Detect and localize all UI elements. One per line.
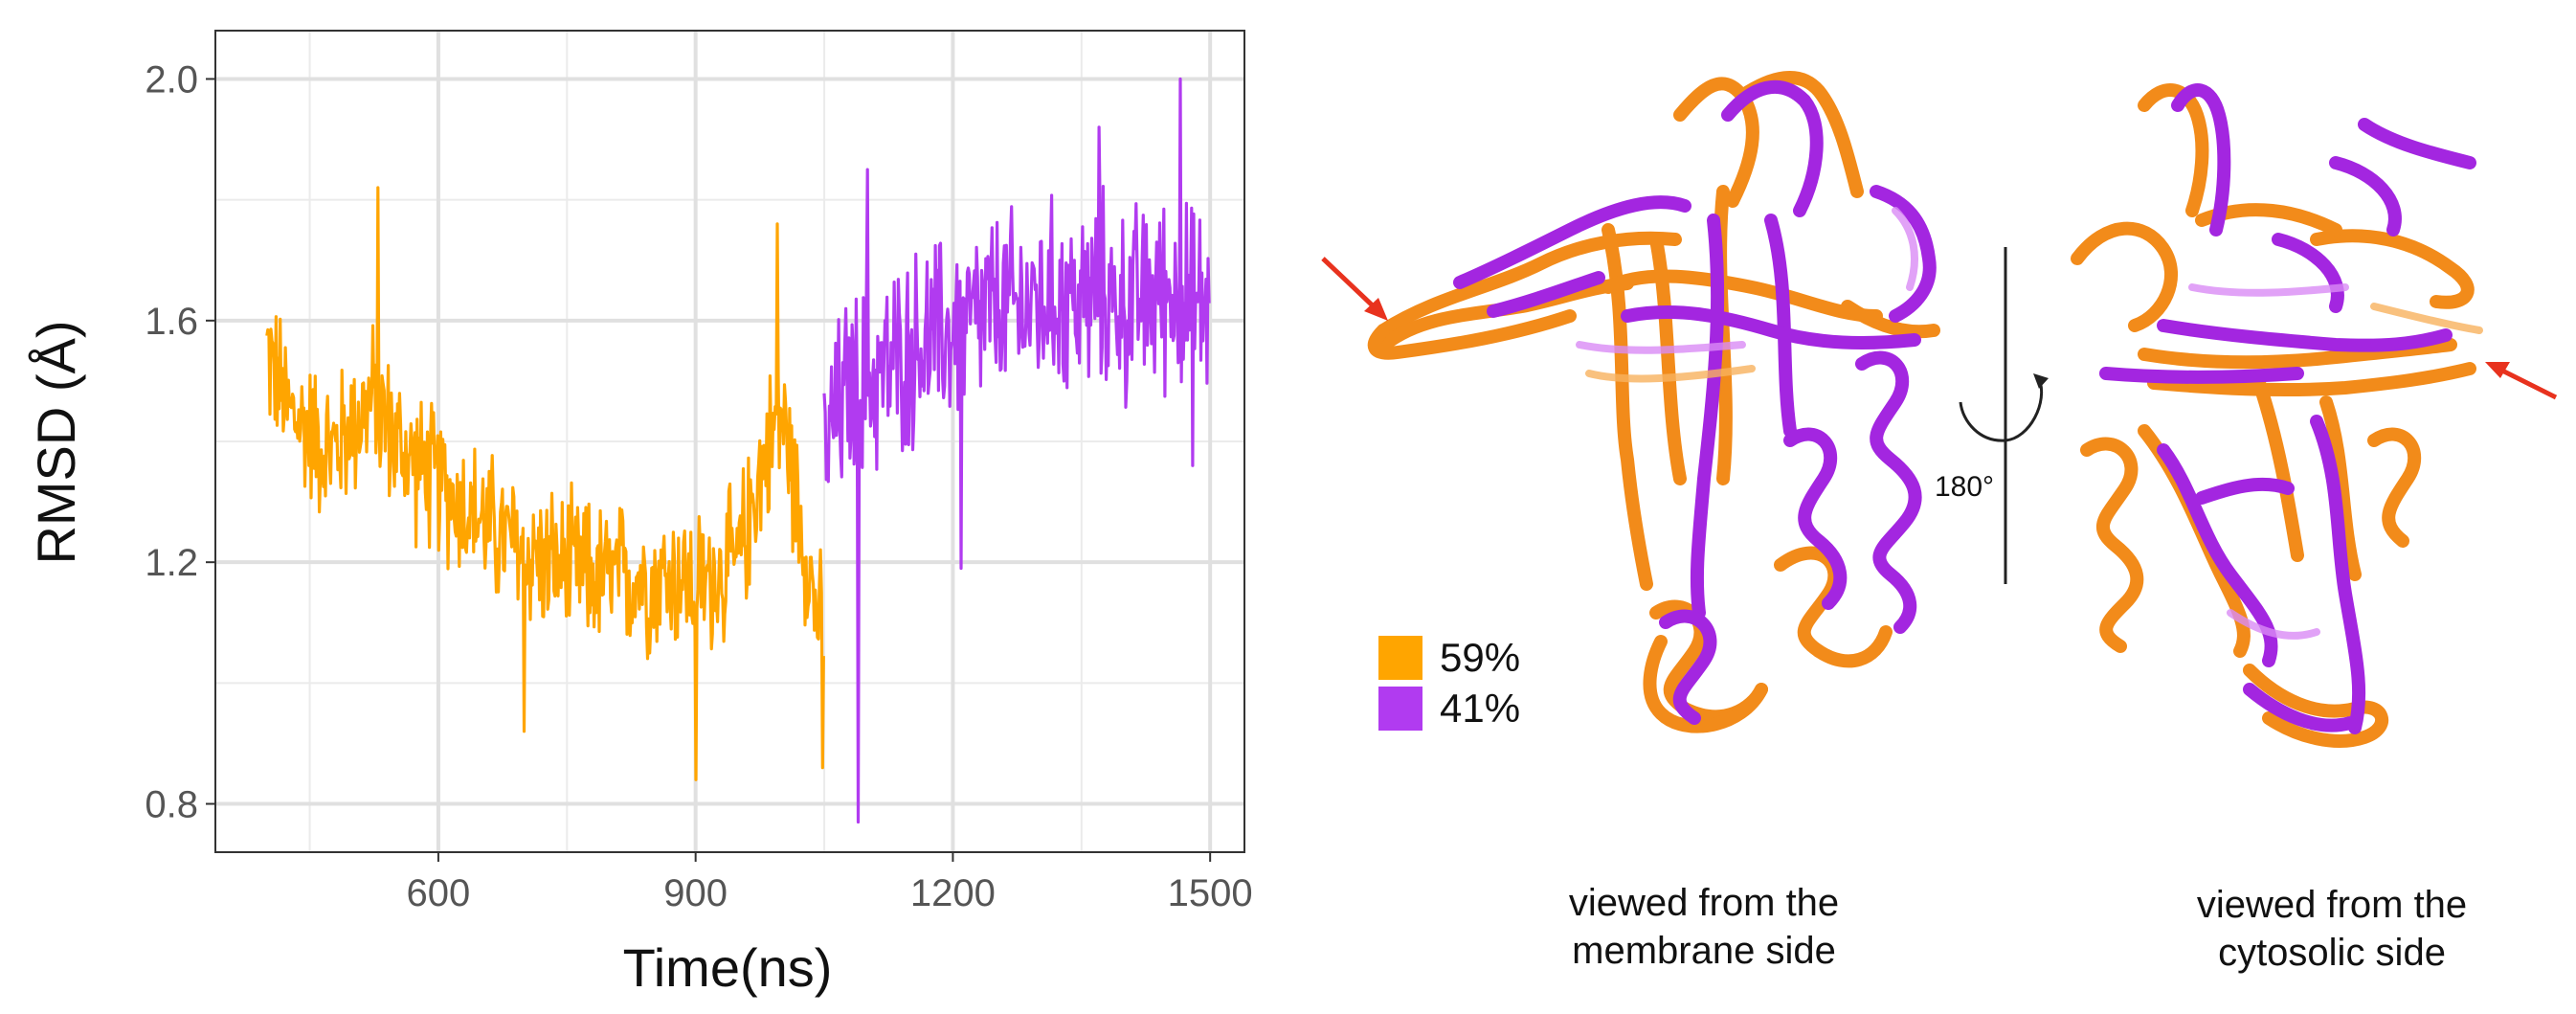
x-tick-label: 900 (663, 872, 728, 914)
legend-item-41: 41% (1378, 686, 1520, 732)
chart-ticks: 600 900 1200 1500 0.8 1.2 1.6 2.0 (145, 58, 1252, 914)
rotation-label: 180° (1935, 471, 1994, 503)
light-purple-strands-left (1576, 207, 1918, 354)
y-tick-label: 1.6 (145, 301, 198, 343)
rmsd-chart: 600 900 1200 1500 0.8 1.2 1.6 2.0 Time(ns) RMSD… (26, 30, 1253, 998)
x-tick-label: 1500 (1168, 872, 1253, 914)
series-line-59 (265, 186, 825, 781)
light-orange-strands-left (1585, 365, 1756, 383)
structure-membrane-view (1367, 71, 1940, 733)
caption-membrane-line2: membrane side (1572, 930, 1836, 972)
plot-frame (214, 30, 1245, 853)
x-tick-label: 1200 (910, 872, 996, 914)
caption-membrane-line1: viewed from the (1568, 882, 1840, 924)
light-orange-strands-right (2370, 303, 2483, 334)
series-line-41 (822, 77, 1211, 824)
rotation-arrowhead-icon (2033, 373, 2049, 389)
rotation-axis (1959, 247, 2049, 584)
legend-label-41: 41% (1440, 686, 1521, 731)
legend-swatch-purple (1378, 687, 1422, 731)
highlight-arrow-right (2485, 362, 2558, 400)
caption-cytosolic-view: viewed from the cytosolic side (2131, 881, 2533, 977)
y-tick-label: 0.8 (145, 784, 198, 826)
y-tick-label: 2.0 (145, 58, 198, 101)
protein-structure-figure: 180° (1321, 71, 2558, 748)
legend-swatch-orange (1378, 636, 1422, 680)
caption-cytosolic-line1: viewed from the (2196, 884, 2468, 926)
light-purple-strands-right (2188, 283, 2349, 640)
highlight-arrow-left (1321, 257, 1388, 321)
orange-ribbon-left (1367, 71, 1940, 733)
structure-cytosolic-view (2071, 83, 2483, 748)
y-axis-label: RMSD (Å) (26, 320, 86, 564)
legend-label-59: 59% (1440, 635, 1521, 680)
chart-grid (215, 31, 1244, 852)
caption-cytosolic-line2: cytosolic side (2218, 932, 2446, 974)
y-tick-label: 1.2 (145, 542, 198, 584)
x-axis-label: Time(ns) (623, 937, 833, 998)
x-tick-label: 600 (407, 872, 471, 914)
purple-ribbon-left (1453, 79, 1937, 725)
caption-membrane-view: viewed from the membrane side (1503, 879, 1905, 975)
chart-series (265, 77, 1211, 824)
legend-item-59: 59% (1378, 635, 1520, 681)
